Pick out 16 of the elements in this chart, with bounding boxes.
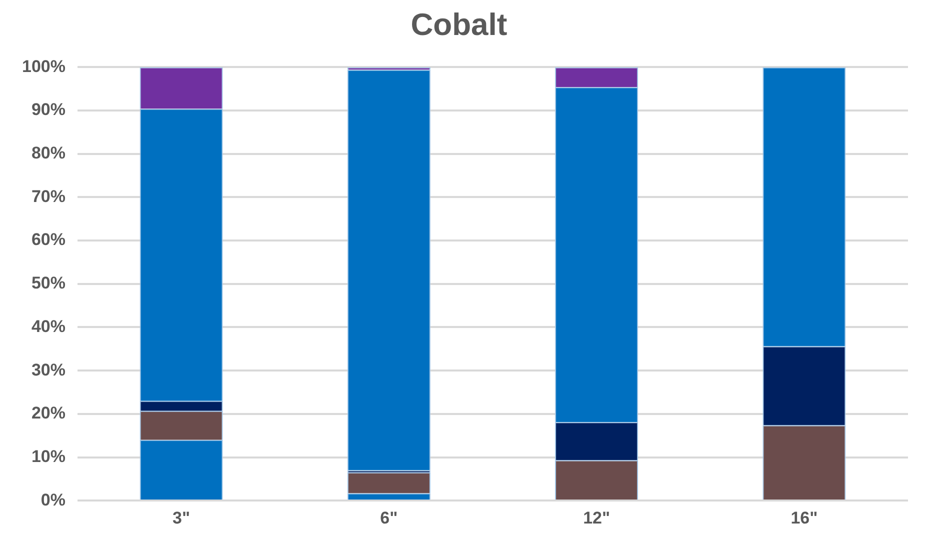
x-tick-label: 12" <box>583 508 610 528</box>
chart-title: Cobalt <box>410 7 508 42</box>
y-tick-label: 100% <box>22 56 66 76</box>
y-tick-label: 30% <box>31 360 66 380</box>
x-tick-label: 16" <box>790 508 818 528</box>
y-tick-label: 0% <box>40 490 66 510</box>
y-tick-label: 90% <box>31 100 66 120</box>
x-tick-label: 3" <box>172 508 190 528</box>
y-tick-label: 50% <box>31 274 66 293</box>
y-tick-label: 60% <box>31 230 66 250</box>
y-tick-label: 70% <box>31 186 66 206</box>
y-tick-label: 80% <box>31 144 66 163</box>
y-tick-label: 20% <box>31 404 66 423</box>
y-tick-label: 10% <box>31 446 66 466</box>
x-tick-label: 6" <box>380 508 398 528</box>
y-tick-label: 40% <box>31 316 66 336</box>
